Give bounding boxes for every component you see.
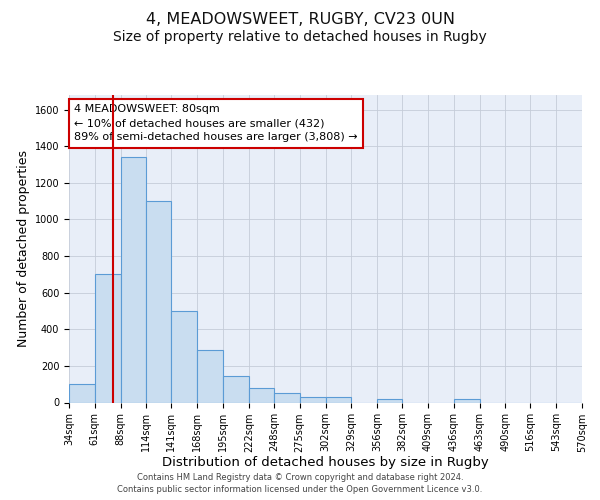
Bar (377, 399, 402, 402)
Bar (249, 388, 274, 402)
Text: 4, MEADOWSWEET, RUGBY, CV23 0UN: 4, MEADOWSWEET, RUGBY, CV23 0UN (146, 12, 455, 28)
Bar (223, 376, 249, 402)
Bar (172, 311, 197, 402)
Bar (299, 397, 325, 402)
Text: Size of property relative to detached houses in Rugby: Size of property relative to detached ho… (113, 30, 487, 44)
Bar (121, 157, 146, 402)
Text: Contains HM Land Registry data © Crown copyright and database right 2024.
Contai: Contains HM Land Registry data © Crown c… (118, 473, 482, 494)
Bar (454, 399, 479, 402)
Bar (69, 384, 95, 402)
Bar (95, 274, 121, 402)
X-axis label: Distribution of detached houses by size in Rugby: Distribution of detached houses by size … (162, 456, 489, 469)
Bar (274, 394, 299, 402)
Bar (197, 350, 223, 403)
Bar (146, 201, 172, 402)
Text: 4 MEADOWSWEET: 80sqm
← 10% of detached houses are smaller (432)
89% of semi-deta: 4 MEADOWSWEET: 80sqm ← 10% of detached h… (74, 104, 358, 142)
Bar (325, 397, 352, 402)
Y-axis label: Number of detached properties: Number of detached properties (17, 150, 31, 347)
